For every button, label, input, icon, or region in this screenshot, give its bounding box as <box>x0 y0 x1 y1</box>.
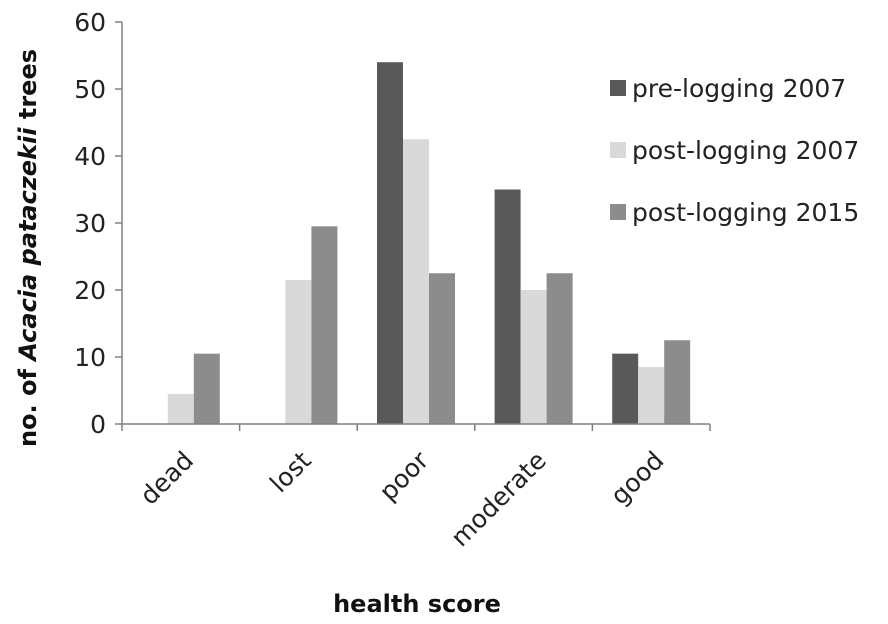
y-tick-label: 50 <box>74 75 106 104</box>
y-ticks: 0 10 20 30 40 50 60 <box>74 8 122 439</box>
legend-label-1: post-logging 2007 <box>632 136 859 165</box>
legend-swatch-2 <box>610 204 626 220</box>
bar-lost-series-1 <box>285 279 312 424</box>
x-tick-label-moderate: moderate <box>445 446 552 553</box>
y-tick-label: 20 <box>74 276 106 305</box>
x-tick-label-lost: lost <box>264 446 317 499</box>
bar-lost-series-2 <box>311 226 338 424</box>
x-tick-label-poor: poor <box>374 445 435 506</box>
y-axis-title-prefix: no. of <box>14 361 42 447</box>
x-ticks: dead lost poor moderate good <box>121 424 711 553</box>
bar-good-series-0 <box>612 353 639 424</box>
bars-layer <box>167 62 691 424</box>
x-tick-label-dead: dead <box>134 446 199 511</box>
bar-poor-series-0 <box>377 62 403 424</box>
y-tick-label: 30 <box>74 209 106 238</box>
bar-good-series-2 <box>664 340 691 424</box>
y-axis-title-suffix: trees <box>14 49 42 128</box>
bar-poor-series-1 <box>403 139 429 424</box>
y-axis-title: no. of Acacia pataczekii trees <box>14 49 42 447</box>
legend-swatch-1 <box>610 142 626 158</box>
bar-good-series-1 <box>638 367 665 424</box>
bar-dead-series-2 <box>193 353 220 424</box>
y-tick-label: 40 <box>74 142 106 171</box>
legend-swatch-0 <box>610 80 626 96</box>
bar-moderate-series-0 <box>494 189 521 424</box>
legend: pre-logging 2007 post-logging 2007 post-lo… <box>610 74 859 227</box>
y-tick-label: 0 <box>90 410 106 439</box>
legend-label-0: pre-logging 2007 <box>632 74 846 103</box>
bar-moderate-series-1 <box>520 290 547 424</box>
y-tick-label: 60 <box>74 8 106 37</box>
legend-label-2: post-logging 2015 <box>632 198 859 227</box>
x-tick-label-good: good <box>605 446 670 511</box>
y-axis-title-species: Acacia pataczekii <box>14 127 42 363</box>
y-tick-label: 10 <box>74 343 106 372</box>
bar-moderate-series-2 <box>546 273 573 424</box>
bar-poor-series-2 <box>429 273 455 424</box>
x-axis-title: health score <box>333 590 501 618</box>
bar-dead-series-1 <box>167 393 194 424</box>
